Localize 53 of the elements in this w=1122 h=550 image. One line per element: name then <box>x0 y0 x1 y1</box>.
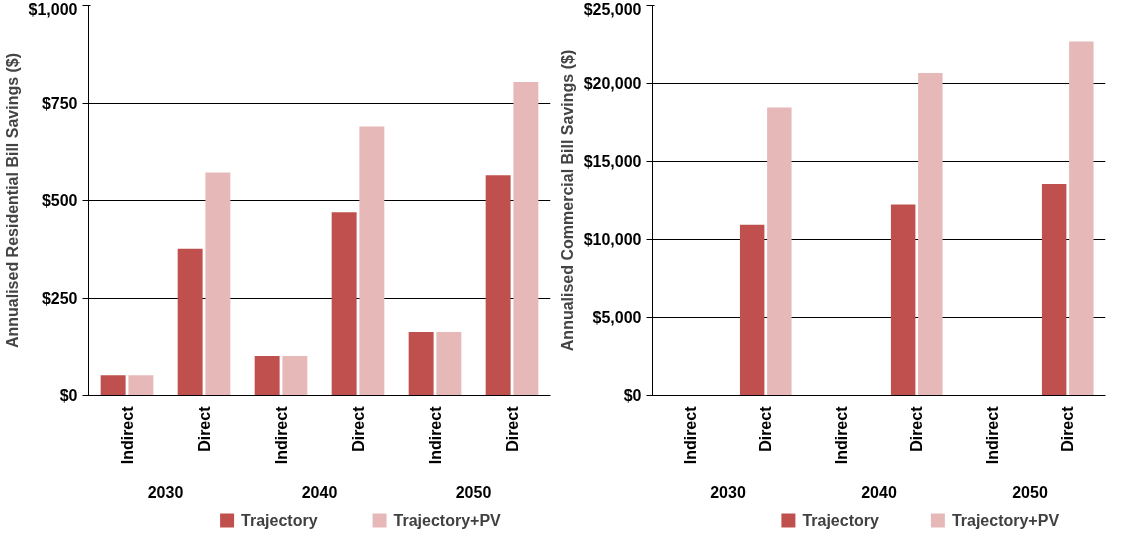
bar <box>408 331 434 396</box>
x-tick-label: Indirect <box>118 405 136 465</box>
text: 2030 <box>710 483 746 501</box>
bar <box>767 107 792 396</box>
y-tick-label: $5,000 <box>592 309 642 326</box>
y-tick-label: $0 <box>623 387 642 404</box>
y-tick-label: $25,000 <box>583 0 642 18</box>
legend-label: Trajectory+PV <box>951 512 1060 529</box>
text: 2050 <box>1012 483 1048 501</box>
bar <box>1069 41 1094 396</box>
y-tick-label: $10,000 <box>583 231 642 248</box>
bar <box>918 73 943 396</box>
x-tick-label: Indirect <box>426 405 444 465</box>
x-tick-label: Direct <box>1059 405 1077 452</box>
x-tick-label: Direct <box>349 405 367 452</box>
bar <box>739 224 765 396</box>
bar <box>485 175 511 396</box>
bar <box>282 356 308 396</box>
y-tick-label: $750 <box>41 94 78 112</box>
bar <box>128 375 154 396</box>
text: 2030 <box>147 483 184 501</box>
y-tick-label: $500 <box>41 192 78 209</box>
legend-label: Trajectory+PV <box>393 512 502 529</box>
bar <box>513 81 539 396</box>
text: 2050 <box>455 483 492 501</box>
bar <box>205 172 231 396</box>
x-tick-label: Indirect <box>832 405 850 465</box>
bar <box>1041 183 1067 396</box>
bar <box>436 331 462 396</box>
legend-label: Trajectory <box>802 512 879 529</box>
y-axis-title: Annualised Commercial Bill Savings ($) <box>558 49 576 352</box>
bar <box>254 356 280 396</box>
y-tick-label: $15,000 <box>583 153 642 170</box>
legend-label: Trajectory <box>241 512 318 529</box>
bar <box>177 248 203 396</box>
text: 2040 <box>861 483 897 501</box>
y-tick-label: $1,000 <box>28 0 78 18</box>
x-tick-label: Direct <box>757 405 775 452</box>
bar <box>100 375 126 396</box>
x-tick-label: Direct <box>908 405 926 452</box>
bar <box>331 212 357 396</box>
x-tick-label: Indirect <box>983 405 1001 465</box>
y-tick-label: $0 <box>59 387 78 404</box>
x-tick-label: Indirect <box>681 405 699 465</box>
y-axis-title: Annualised Residential Bill Savings ($) <box>3 52 21 349</box>
text: 2040 <box>301 483 338 501</box>
y-tick-label: $250 <box>41 289 78 307</box>
x-tick-label: Indirect <box>272 405 290 465</box>
y-tick-label: $20,000 <box>583 75 642 92</box>
bar <box>359 126 385 396</box>
bar <box>890 204 916 396</box>
x-tick-label: Direct <box>195 405 213 452</box>
x-tick-label: Direct <box>503 405 521 452</box>
